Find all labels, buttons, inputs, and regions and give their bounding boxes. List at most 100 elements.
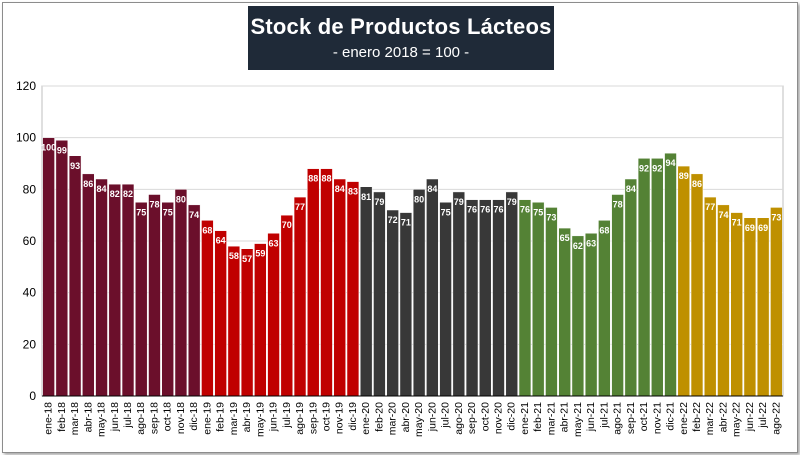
bar-value-label: 72 [388, 215, 398, 225]
bar [584, 233, 598, 397]
x-tick-label: oct-20 [479, 402, 491, 431]
x-tick-label: abr-20 [400, 402, 412, 433]
bar-value-label: 88 [308, 174, 318, 184]
bar-value-label: 80 [176, 194, 186, 204]
bar-value-label: 63 [269, 238, 279, 248]
bar-value-label: 89 [679, 171, 689, 181]
x-tick-label: jul-18 [122, 402, 134, 429]
bar-value-label: 99 [57, 145, 67, 155]
bar [412, 189, 426, 397]
bar [346, 181, 360, 397]
bar-value-label: 76 [480, 205, 490, 215]
bar [717, 204, 730, 397]
bar [201, 220, 214, 397]
bar-value-label: 83 [348, 187, 358, 197]
x-tick-label: ene-22 [678, 402, 690, 435]
bar-value-label: 93 [70, 161, 80, 171]
x-tick-label: abr-22 [717, 402, 729, 433]
x-tick-label: jul-22 [757, 402, 769, 429]
bar [254, 243, 267, 397]
bar [95, 178, 108, 397]
x-tick-label: mar-18 [69, 402, 81, 435]
x-tick-label: mar-20 [387, 402, 399, 435]
x-tick-label: may-22 [731, 402, 743, 437]
y-tick-label: 20 [23, 337, 37, 351]
bar-value-label: 62 [573, 241, 583, 251]
bar-value-label: 73 [546, 212, 556, 222]
x-tick-label: may-18 [96, 402, 108, 437]
y-tick-label: 60 [23, 234, 37, 248]
bar-value-label: 75 [441, 207, 451, 217]
bar-value-label: 75 [163, 207, 173, 217]
bar [545, 207, 558, 397]
bar-value-label: 64 [216, 236, 226, 246]
bar-value-label: 69 [758, 223, 768, 233]
x-tick-label: may-19 [254, 402, 266, 437]
bar [214, 230, 227, 397]
x-tick-label: jul-20 [440, 402, 452, 429]
bar-value-label: 79 [374, 197, 384, 207]
x-tick-label: oct-18 [162, 402, 174, 431]
bar-value-label: 69 [745, 223, 755, 233]
x-tick-label: ago-21 [612, 402, 624, 435]
bar-value-label: 73 [771, 212, 781, 222]
bar [55, 140, 69, 397]
bar [532, 202, 545, 397]
x-tick-label: ago-20 [453, 402, 465, 435]
bar-value-label: 94 [666, 158, 676, 168]
bar [439, 202, 452, 397]
x-tick-label: ene-20 [360, 402, 372, 435]
bar-value-label: 77 [705, 202, 715, 212]
x-tick-label: dic-21 [665, 402, 677, 431]
bar [756, 217, 770, 397]
bar-value-label: 74 [718, 210, 728, 220]
bar [664, 152, 677, 397]
bar-value-label: 78 [149, 200, 159, 210]
x-tick-label: jun-18 [109, 402, 121, 432]
bar [730, 212, 743, 397]
x-tick-label: jun-21 [585, 402, 597, 432]
y-tick-label: 100 [16, 131, 36, 145]
bar-value-label: 88 [321, 174, 331, 184]
bar-value-label: 77 [295, 202, 305, 212]
x-tick-label: nov-21 [651, 402, 663, 434]
x-tick-label: abr-18 [82, 402, 94, 433]
x-tick-label: oct-21 [638, 402, 650, 431]
bar [333, 178, 346, 397]
x-tick-label: jul-21 [598, 402, 610, 429]
bar [280, 214, 293, 397]
bar [148, 194, 161, 397]
bar-value-label: 68 [599, 225, 609, 235]
bar [240, 248, 254, 397]
bar-value-label: 75 [136, 207, 146, 217]
bar-value-label: 59 [255, 249, 265, 259]
y-tick-label: 40 [23, 286, 37, 300]
bar-value-label: 65 [560, 233, 570, 243]
bar [267, 233, 280, 397]
title-box: Stock de Productos Lácteos - enero 2018 … [248, 6, 554, 70]
bar [690, 173, 704, 397]
bar [68, 155, 82, 397]
x-tick-label: abr-19 [241, 402, 253, 433]
x-tick-label: feb-20 [373, 402, 385, 432]
bar-value-label: 84 [427, 184, 437, 194]
x-tick-label: jun-19 [268, 402, 280, 432]
bar [135, 202, 148, 397]
x-tick-label: feb-21 [532, 402, 544, 432]
bar [187, 204, 201, 397]
bar-value-label: 86 [83, 179, 93, 189]
bar-value-label: 68 [202, 225, 212, 235]
x-tick-label: ene-21 [519, 402, 531, 435]
bar-value-label: 84 [626, 184, 636, 194]
bar [677, 165, 690, 397]
x-tick-label: dic-18 [188, 402, 200, 431]
bar-value-label: 79 [507, 197, 517, 207]
x-tick-label: sep-20 [466, 402, 478, 434]
bar [386, 209, 399, 397]
bar-value-label: 92 [652, 163, 662, 173]
bar-value-label: 75 [533, 207, 543, 217]
bar-value-label: 80 [414, 194, 424, 204]
x-tick-label: dic-19 [347, 402, 359, 431]
x-tick-label: nov-20 [493, 402, 505, 434]
